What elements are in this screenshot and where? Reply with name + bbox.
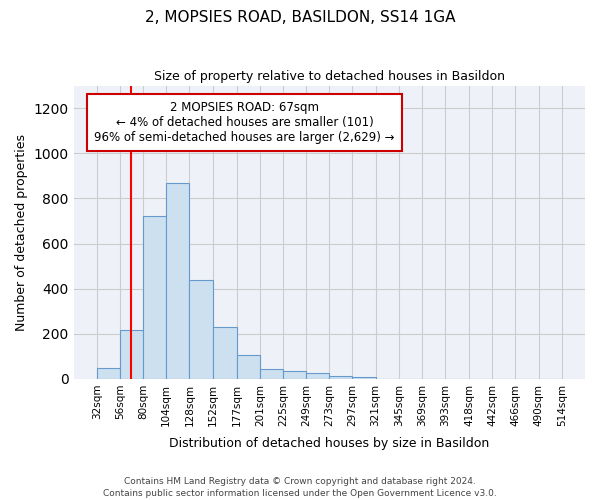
Bar: [236, 355, 260, 379]
Y-axis label: Number of detached properties: Number of detached properties: [15, 134, 28, 330]
Bar: [166, 182, 190, 379]
Bar: [306, 374, 329, 379]
Title: Size of property relative to detached houses in Basildon: Size of property relative to detached ho…: [154, 70, 505, 83]
Bar: [97, 368, 120, 379]
X-axis label: Distribution of detached houses by size in Basildon: Distribution of detached houses by size …: [169, 437, 490, 450]
Bar: [260, 368, 283, 379]
Bar: [283, 371, 306, 379]
Text: Contains HM Land Registry data © Crown copyright and database right 2024.
Contai: Contains HM Land Registry data © Crown c…: [103, 476, 497, 498]
Bar: [212, 327, 236, 379]
Bar: [190, 280, 212, 379]
Bar: [352, 376, 376, 379]
Text: 2 MOPSIES ROAD: 67sqm
← 4% of detached houses are smaller (101)
96% of semi-deta: 2 MOPSIES ROAD: 67sqm ← 4% of detached h…: [94, 102, 395, 144]
Bar: [329, 376, 352, 379]
Bar: [143, 216, 166, 379]
Bar: [120, 330, 143, 379]
Text: 2, MOPSIES ROAD, BASILDON, SS14 1GA: 2, MOPSIES ROAD, BASILDON, SS14 1GA: [145, 10, 455, 25]
